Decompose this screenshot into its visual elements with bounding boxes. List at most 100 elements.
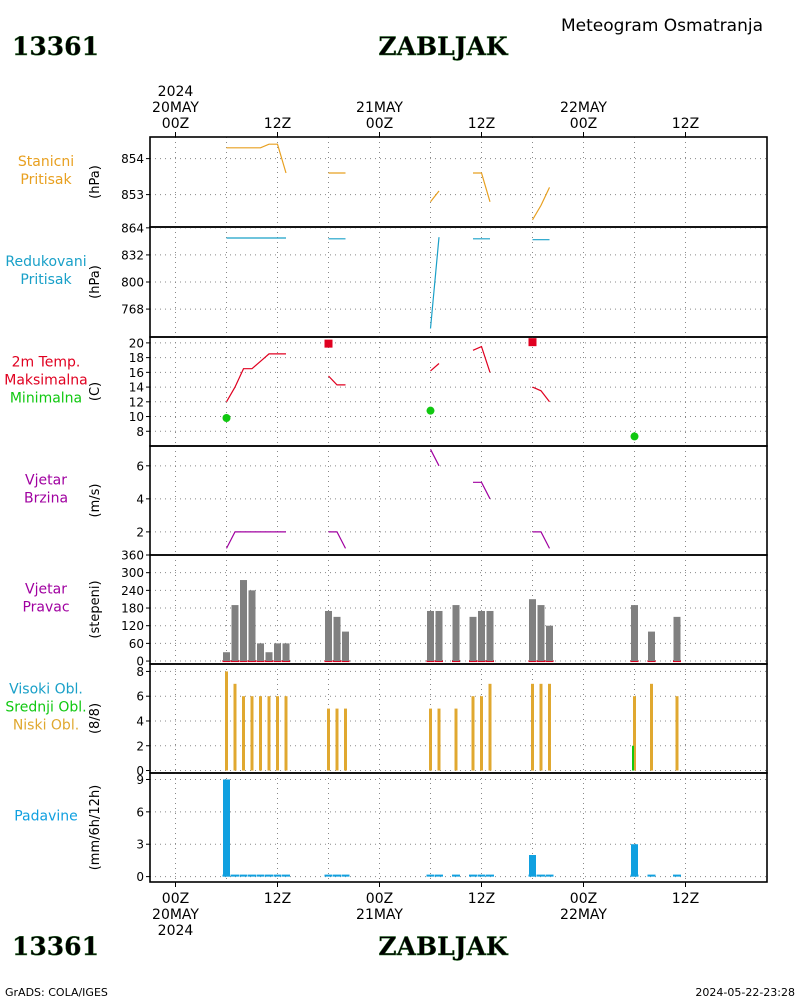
bar [223, 652, 230, 662]
panel-label: Redukovani [5, 254, 86, 270]
panel-label: Vjetar [25, 582, 67, 598]
bar [265, 652, 273, 662]
bar [223, 779, 230, 877]
panel-stanicni: 853 854 (hPa) Stanicni Pritisak [18, 136, 768, 228]
y-tick-label: 120 [121, 619, 144, 633]
bar [546, 625, 553, 662]
bar [648, 631, 655, 662]
series-line [473, 481, 491, 500]
y-tick-label: 768 [121, 303, 144, 317]
y-tick-label: 8 [136, 425, 144, 439]
time-label-top: 00Z [570, 116, 597, 132]
bar [471, 696, 475, 771]
panel-label: Srednji Obl. [5, 700, 86, 716]
time-label-bottom: 00Z [162, 891, 189, 907]
unit-label: (mm/6h/12h) [88, 785, 103, 871]
y-tick-label: 18 [129, 351, 144, 365]
panel-label: Pritisak [20, 172, 72, 188]
bar [429, 708, 432, 771]
y-tick-label: 12 [129, 395, 144, 409]
bar [282, 643, 290, 662]
y-tick-label: 20 [129, 336, 144, 350]
series-line [430, 190, 440, 203]
min-temp-marker [630, 432, 639, 441]
y-tick-label: 16 [129, 366, 144, 380]
panel-label: Maksimalna [4, 373, 88, 389]
bar [242, 696, 245, 771]
y-tick-label: 2 [136, 739, 144, 753]
time-label-top: 22MAY [560, 100, 607, 116]
bar [650, 683, 653, 771]
panel-label: Vjetar [25, 473, 67, 489]
bar [531, 683, 534, 771]
panels-group: 853854(hPa)StanicniPritisak768800832864(… [4, 136, 768, 884]
max-temp-marker [324, 339, 333, 348]
series-line [226, 143, 287, 174]
mid-cloud-bar [632, 745, 634, 771]
panel-frame [149, 336, 768, 447]
time-label-top: 12Z [468, 116, 495, 132]
y-tick-label: 4 [136, 492, 144, 506]
bar [488, 683, 492, 771]
y-tick-label: 4 [136, 714, 144, 728]
bar [240, 580, 247, 662]
unit-label: (hPa) [88, 265, 103, 299]
panel-label: Brzina [24, 491, 68, 507]
render-timestamp: 2024-05-22-23:28 [695, 986, 795, 999]
y-tick-label: 864 [121, 221, 144, 235]
bar [437, 708, 441, 771]
y-tick-label: 0 [136, 655, 144, 669]
panel-wind_dir: 0 60 120 180 240 300 360 (stepeni) Vjetar Pravac [22, 549, 768, 669]
bar [225, 671, 228, 771]
series-line [225, 353, 286, 403]
y-tick-label: 60 [129, 637, 144, 651]
series-line [328, 375, 346, 386]
unit-label: (C) [88, 382, 103, 401]
panel-frame [149, 226, 768, 338]
bar [673, 616, 681, 662]
y-tick-label: 854 [121, 152, 144, 166]
station-id-bottom: 13361 [12, 932, 99, 961]
panel-precip: 0 3 6 9 (mm/6h/12h) Padavine [14, 772, 768, 884]
y-tick-label: 240 [121, 584, 144, 598]
panel-frame [149, 445, 768, 556]
panel-label: Pravac [22, 600, 69, 616]
bar [675, 696, 679, 771]
bar [276, 696, 279, 771]
max-temp-marker [528, 338, 537, 347]
y-tick-label: 800 [121, 276, 144, 290]
series-line [472, 345, 491, 373]
bar [248, 590, 256, 662]
grads-credit: GrADS: COLA/IGES [5, 986, 108, 999]
series-line [430, 363, 440, 372]
bar [325, 610, 332, 662]
bar [480, 696, 483, 771]
series-line [532, 531, 551, 549]
time-label-top: 21MAY [356, 100, 403, 116]
bar [342, 631, 349, 662]
unit-label: (8/8) [88, 703, 103, 734]
bar [435, 610, 443, 662]
bar [486, 610, 494, 662]
unit-label: (m/s) [88, 484, 103, 518]
bar [257, 643, 264, 662]
y-tick-label: 0 [136, 870, 144, 884]
y-tick-label: 10 [129, 410, 144, 424]
bar [284, 696, 288, 771]
time-label-top: 12Z [672, 116, 699, 132]
panel-label: Visoki Obl. [9, 682, 83, 698]
series-line [532, 386, 550, 403]
min-temp-marker [222, 414, 231, 423]
product-title: Meteogram Osmatranja [561, 16, 763, 36]
time-label-top: 00Z [366, 116, 393, 132]
bar [250, 696, 254, 771]
bar [427, 610, 434, 662]
station-name-bottom: ZABLJAK [378, 932, 509, 961]
panel-frame [149, 136, 768, 228]
y-tick-label: 832 [121, 248, 144, 262]
panel-label: Minimalna [10, 391, 82, 407]
series-line [531, 187, 551, 221]
panel-label: Niski Obl. [13, 718, 79, 734]
bar [529, 855, 536, 877]
